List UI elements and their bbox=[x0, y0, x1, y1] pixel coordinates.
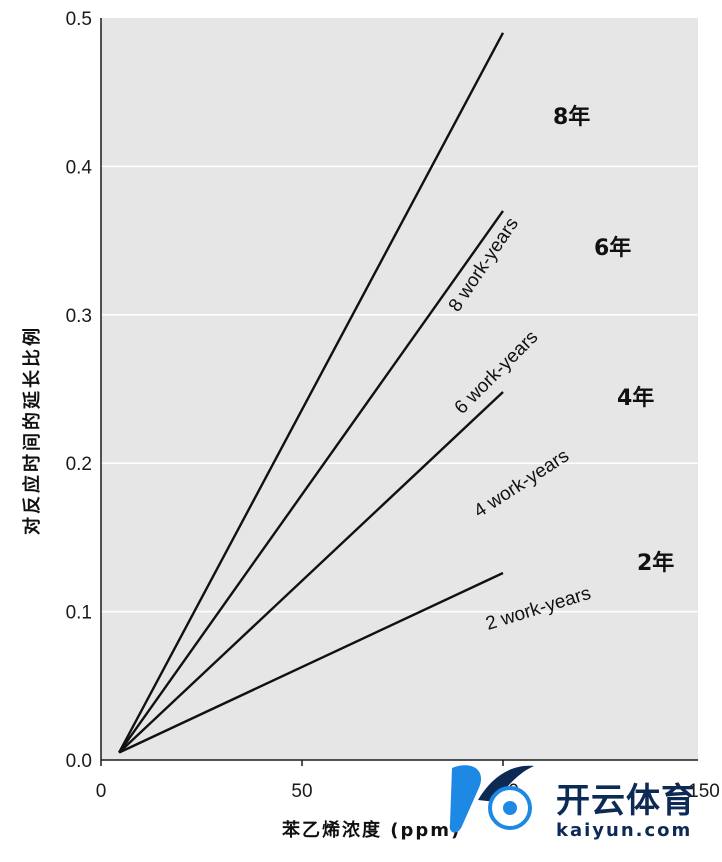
x-axis-title: 苯乙烯浓度 (ppm) bbox=[281, 819, 461, 841]
logo-k-mark bbox=[449, 765, 482, 833]
series-lines bbox=[118, 32, 505, 754]
series-line bbox=[118, 210, 504, 754]
y-tick-label: 0.1 bbox=[66, 603, 92, 624]
gridlines bbox=[101, 165, 698, 613]
logo-k-swoosh bbox=[478, 765, 534, 802]
series-line bbox=[118, 391, 504, 754]
x-tick-label: 0 bbox=[96, 781, 107, 802]
y-axis-title: 对反应时间的延长比例 bbox=[21, 325, 43, 535]
x-tick-label: 50 bbox=[291, 781, 312, 802]
watermark-logo: 开云体育 kaiyun.com bbox=[449, 765, 696, 841]
series-label-cn: 8年 bbox=[553, 104, 590, 130]
watermark-brand-en: kaiyun.com bbox=[556, 820, 692, 841]
axes bbox=[100, 18, 698, 766]
x-tick-label: 150 bbox=[688, 781, 720, 802]
y-tick-label: 0.5 bbox=[66, 9, 92, 30]
y-tick-label: 0.3 bbox=[66, 306, 92, 327]
y-tick-labels: 0.0 0.1 0.2 0.3 0.4 0.5 bbox=[66, 9, 93, 772]
soccer-ball-center bbox=[503, 801, 517, 815]
y-tick-label: 0.0 bbox=[66, 751, 92, 772]
y-tick-label: 0.4 bbox=[66, 157, 93, 178]
plot-background bbox=[101, 18, 698, 760]
series-label-cn: 4年 bbox=[617, 385, 654, 411]
y-tick-label: 0.2 bbox=[66, 454, 92, 475]
series-line bbox=[118, 32, 505, 754]
series-label-cn: 6年 bbox=[594, 235, 631, 261]
series-line bbox=[118, 571, 504, 754]
series-label-cn: 2年 bbox=[637, 550, 674, 576]
watermark-brand-cn: 开云体育 bbox=[556, 781, 696, 821]
